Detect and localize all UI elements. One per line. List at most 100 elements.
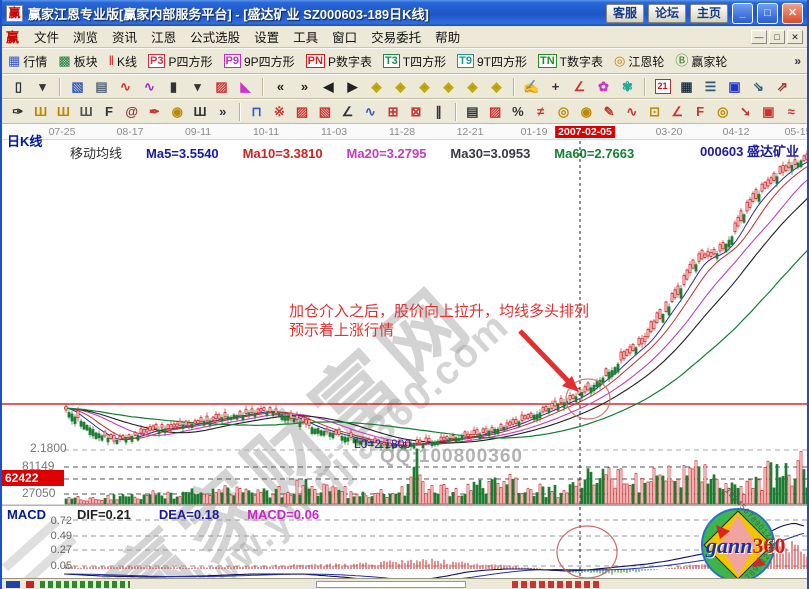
doc-minimize-button[interactable]: — bbox=[751, 29, 767, 44]
gann-chart-button[interactable]: ▧ bbox=[67, 77, 88, 97]
parallel-button[interactable]: ∥ bbox=[429, 102, 449, 122]
nav-first-button[interactable]: « bbox=[270, 77, 291, 97]
report-button[interactable]: ☰ bbox=[700, 77, 721, 97]
export-data-button[interactable]: ⇗ bbox=[772, 77, 793, 97]
9t-square-button[interactable]: T9 9T四方形 bbox=[457, 53, 527, 70]
service-button[interactable]: 客服 bbox=[606, 3, 644, 23]
f-red-button[interactable]: F bbox=[690, 102, 710, 122]
coin-3-button[interactable]: ◎ bbox=[713, 102, 733, 122]
zigzag-button[interactable]: ≈ bbox=[781, 102, 801, 122]
coin-button[interactable]: ◎ bbox=[554, 102, 574, 122]
coin-angle-button[interactable]: ∠ bbox=[667, 102, 687, 122]
t-square-tool-button[interactable]: ⊓ bbox=[247, 102, 267, 122]
kline-style-button[interactable]: ▯ bbox=[8, 77, 29, 97]
kline-button[interactable]: ‖ K线 bbox=[109, 53, 137, 70]
pattern-button[interactable]: ▨ bbox=[211, 77, 232, 97]
info-doc-button[interactable]: ▤ bbox=[91, 77, 112, 97]
wave-tool-button[interactable]: ∿ bbox=[360, 102, 380, 122]
menu-item-5[interactable]: 设置 bbox=[254, 30, 280, 45]
spiral-button[interactable]: @ bbox=[122, 102, 142, 122]
comb-button[interactable]: Ш bbox=[190, 102, 210, 122]
nav-prev-button[interactable]: ◀ bbox=[318, 77, 339, 97]
restore-button[interactable]: □ bbox=[757, 2, 778, 24]
ladder-button[interactable]: ▤ bbox=[463, 102, 483, 122]
wheel-comb-button[interactable]: ◉ bbox=[167, 102, 187, 122]
home-button[interactable]: 主页 bbox=[690, 3, 728, 23]
rose-tool-button[interactable]: ✿ bbox=[593, 77, 614, 97]
timeline-date[interactable]: 07-25 bbox=[48, 126, 76, 138]
grid-box-button[interactable]: ⊞ bbox=[383, 102, 403, 122]
nav-next-button[interactable]: ▶ bbox=[342, 77, 363, 97]
nav-last-button[interactable]: » bbox=[294, 77, 315, 97]
timeline-date[interactable]: 08-17 bbox=[116, 126, 144, 138]
fan-button[interactable]: ※ bbox=[269, 102, 289, 122]
quote-button[interactable]: ▦ 行情 bbox=[8, 53, 47, 70]
menu-item-9[interactable]: 帮助 bbox=[435, 30, 461, 45]
winner-wheel-button[interactable]: Ⓑ 赢家轮 bbox=[675, 53, 727, 70]
timeline-date[interactable]: 09-11 bbox=[184, 126, 212, 138]
menu-item-8[interactable]: 交易委托 bbox=[371, 30, 422, 45]
t-table-button[interactable]: TN T数字表 bbox=[538, 53, 603, 70]
percent-button[interactable]: % bbox=[508, 102, 528, 122]
pen-red-button[interactable]: ✒ bbox=[145, 102, 165, 122]
matrix-button[interactable]: ▦ bbox=[676, 77, 697, 97]
timeline-date[interactable]: 05-15 bbox=[784, 126, 809, 138]
zoom-diamond-2-button[interactable]: ◈ bbox=[390, 77, 411, 97]
f-tool-button[interactable]: F bbox=[99, 102, 119, 122]
candle-style-button[interactable]: ▮ bbox=[163, 77, 184, 97]
doc-close-button[interactable]: ✕ bbox=[787, 29, 803, 44]
close-button[interactable]: ✕ bbox=[782, 2, 803, 24]
percent-box-button[interactable]: ▨ bbox=[485, 102, 505, 122]
timeline-date[interactable]: 10-11 bbox=[252, 126, 280, 138]
toolbar-overflow-chevron[interactable]: » bbox=[794, 54, 801, 68]
gann-comb-button[interactable]: Ш bbox=[31, 102, 51, 122]
calendar-21-button[interactable]: 21 bbox=[652, 77, 673, 97]
gann-comb-2-button[interactable]: Ш bbox=[54, 102, 74, 122]
p-square-button[interactable]: P3 P四方形 bbox=[148, 53, 213, 70]
menu-item-4[interactable]: 公式选股 bbox=[190, 30, 241, 45]
zoom-diamond-3-button[interactable]: ◈ bbox=[414, 77, 435, 97]
status-icon[interactable] bbox=[26, 581, 34, 588]
p-table-button[interactable]: PN P数字表 bbox=[305, 53, 372, 70]
dropdown-button[interactable]: ▾ bbox=[32, 77, 53, 97]
menu-item-1[interactable]: 浏览 bbox=[73, 30, 99, 45]
doc-restore-button[interactable]: □ bbox=[769, 29, 785, 44]
forum-button[interactable]: 论坛 bbox=[648, 3, 686, 23]
timeline-date[interactable]: 03-20 bbox=[655, 126, 683, 138]
flag-button[interactable]: ◣ bbox=[235, 77, 256, 97]
box-tool-button[interactable]: ▣ bbox=[759, 102, 779, 122]
set-square-button[interactable]: ∠ bbox=[338, 102, 358, 122]
date-axis[interactable]: 07-25 08-17 09-11 10-11 11-03 11-28 12-21 01-19… bbox=[2, 124, 807, 140]
coin-wave-button[interactable]: ∿ bbox=[622, 102, 642, 122]
minimize-button[interactable]: _ bbox=[732, 2, 753, 24]
zoom-diamond-4-button[interactable]: ◈ bbox=[438, 77, 459, 97]
status-input-field[interactable] bbox=[316, 581, 466, 588]
leaf-tool-button[interactable]: ✾ bbox=[617, 77, 638, 97]
sector-button[interactable]: ▩ 板块 bbox=[58, 53, 97, 70]
status-icon[interactable] bbox=[6, 581, 20, 588]
price-comb-button[interactable]: Ш bbox=[76, 102, 96, 122]
pen-button[interactable]: ✑ bbox=[8, 102, 28, 122]
coin-box-button[interactable]: ⊡ bbox=[645, 102, 665, 122]
percent-line-button[interactable]: ≠ bbox=[531, 102, 551, 122]
save-button[interactable]: ▣ bbox=[724, 77, 745, 97]
timeline-date[interactable]: 04-12 bbox=[722, 126, 750, 138]
zoom-diamond-1-button[interactable]: ◈ bbox=[366, 77, 387, 97]
zoom-diamond-6-button[interactable]: ◈ bbox=[486, 77, 507, 97]
menu-item-3[interactable]: 江恩 bbox=[151, 30, 177, 45]
menu-item-7[interactable]: 窗口 bbox=[332, 30, 358, 45]
t-square-button[interactable]: T3 T四方形 bbox=[382, 53, 446, 70]
timeline-date[interactable]: 01-19 bbox=[520, 126, 548, 138]
timeline-date[interactable]: 12-21 bbox=[456, 126, 484, 138]
export-chart-button[interactable]: ⇘ bbox=[748, 77, 769, 97]
wave-9-button[interactable]: ∿ bbox=[139, 77, 160, 97]
timeline-date-selected[interactable]: 2007-02-05 bbox=[555, 126, 615, 138]
crosshair-tool-button[interactable]: + bbox=[545, 77, 566, 97]
menu-item-2[interactable]: 资讯 bbox=[112, 30, 138, 45]
coin-2-button[interactable]: ◉ bbox=[576, 102, 596, 122]
gann-wheel-button[interactable]: ◎ 江恩轮 bbox=[614, 53, 664, 70]
timeline-date[interactable]: 11-03 bbox=[320, 126, 348, 138]
coin-pen-button[interactable]: ✎ bbox=[599, 102, 619, 122]
zoom-diamond-5-button[interactable]: ◈ bbox=[462, 77, 483, 97]
menu-item-6[interactable]: 工具 bbox=[293, 30, 319, 45]
